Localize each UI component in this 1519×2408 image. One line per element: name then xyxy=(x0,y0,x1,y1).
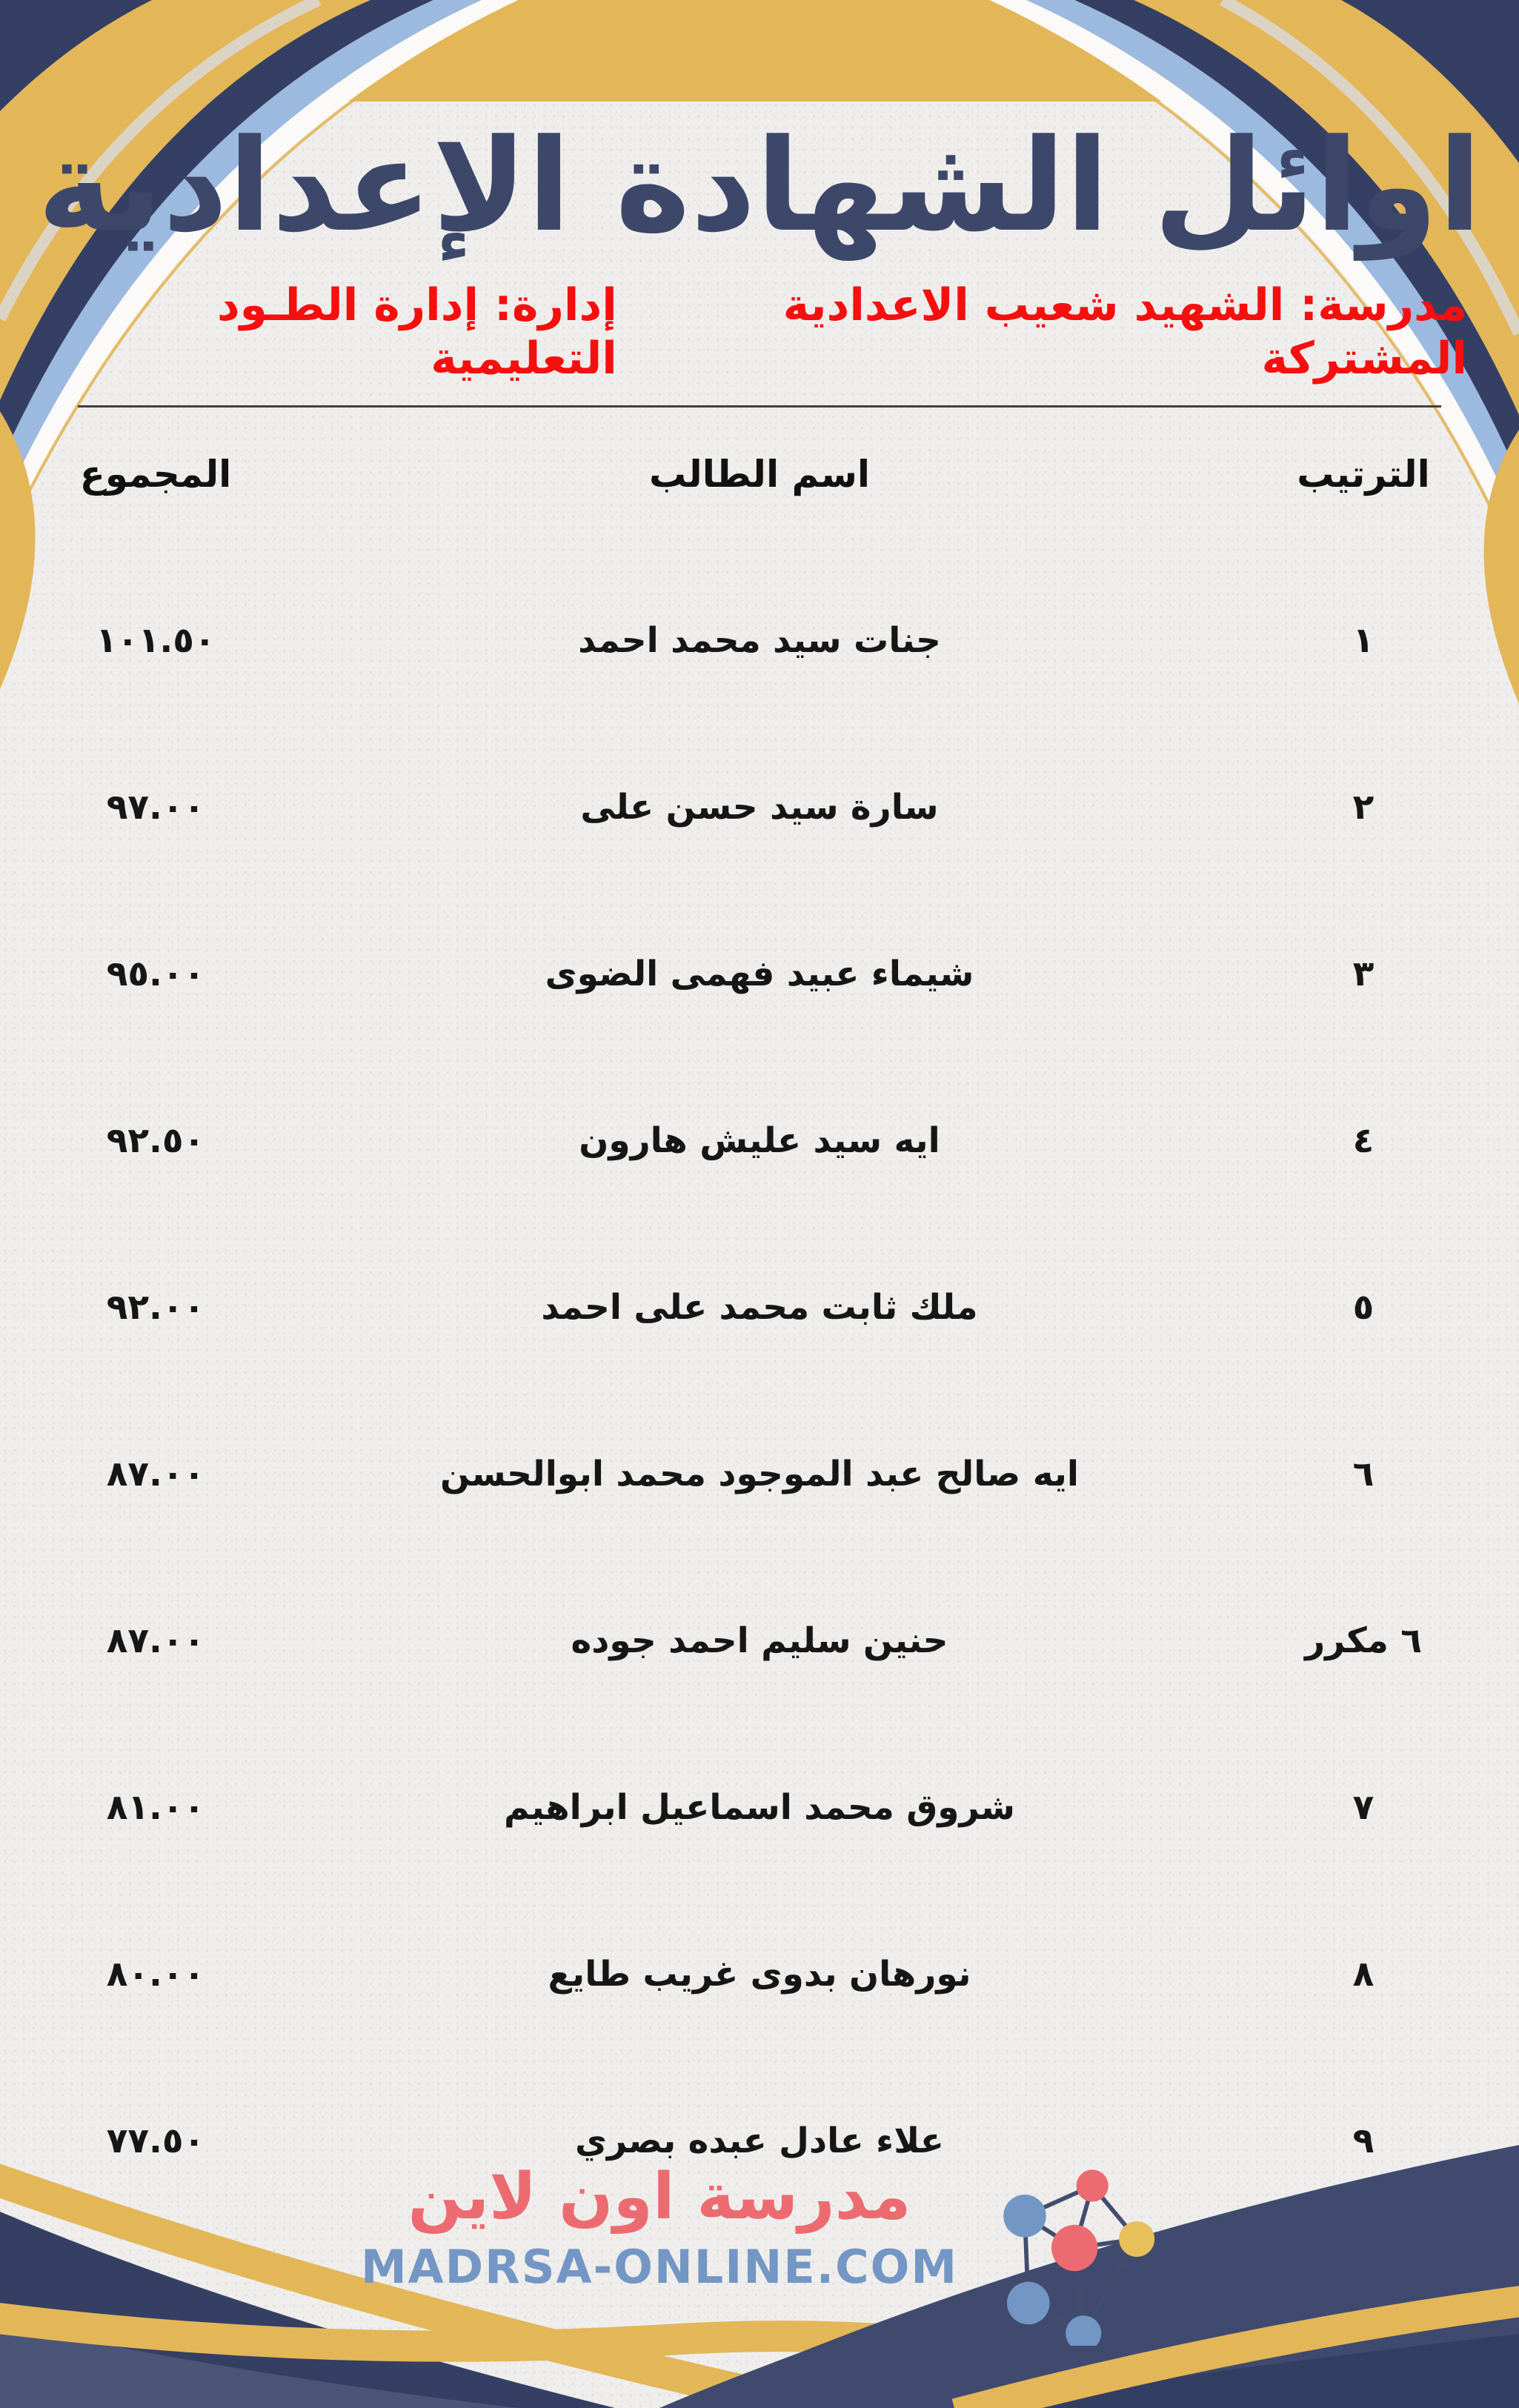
students-table: ١ جنات سيد محمد احمد ١٠١.٥٠ ٢ سارة سيد ح… xyxy=(44,557,1475,2224)
rank-cell: ٥ xyxy=(1352,1287,1375,1328)
header-divider-line xyxy=(78,405,1441,408)
total-cell: ٨٠.٠٠ xyxy=(106,1954,205,1995)
network-graph-icon xyxy=(1003,2169,1155,2346)
student-name-cell: علاء عادل عبده بصري xyxy=(574,2121,945,2161)
student-name-cell: ملك ثابت محمد على احمد xyxy=(541,1287,978,1328)
rank-cell: ٩ xyxy=(1352,2121,1375,2161)
rank-cell: ٦ مكرر xyxy=(1305,1620,1422,1661)
student-name-cell: نورهان بدوى غريب طايع xyxy=(548,1954,971,1995)
total-column-header: المجموع xyxy=(79,453,232,496)
logo-text-block: مدرسة اون لاين MADRSA-ONLINE.COM xyxy=(361,2162,958,2290)
table-row: ٣ شيماء عبيد فهمى الضوى ٩٥.٠٠ xyxy=(44,891,1475,1057)
total-cell: ٩٧.٠٠ xyxy=(106,787,205,828)
table-row: ٧ شروق محمد اسماعيل ابراهيم ٨١.٠٠ xyxy=(44,1724,1475,1891)
total-cell: ٨٧.٠٠ xyxy=(106,1454,205,1494)
subtitle-row: مدرسة: الشهيد شعيب الاعدادية المشتركة إد… xyxy=(52,279,1467,385)
rank-cell: ١ xyxy=(1352,620,1375,661)
table-row: ٨ نورهان بدوى غريب طايع ٨٠.٠٠ xyxy=(44,1891,1475,2058)
logo-domain: MADRSA-ONLINE.COM xyxy=(360,2239,959,2294)
student-name-cell: ايه سيد عليش هارون xyxy=(579,1120,940,1161)
page-title: اوائل الشهادة الإعدادية xyxy=(37,111,1482,260)
student-name-cell: ايه صالح عبد الموجود محمد ابوالحسن xyxy=(440,1454,1079,1494)
total-cell: ٩٢.٥٠ xyxy=(106,1120,205,1161)
total-cell: ٨٧.٠٠ xyxy=(106,1620,205,1661)
table-row: ٩ علاء عادل عبده بصري ٧٧.٥٠ xyxy=(44,2058,1475,2224)
rank-cell: ٧ xyxy=(1352,1787,1375,1828)
total-cell: ٩٢.٠٠ xyxy=(106,1287,205,1328)
school-label: مدرسة: الشهيد شعيب الاعدادية المشتركة xyxy=(782,279,1467,385)
total-cell: ١٠١.٥٠ xyxy=(96,620,216,661)
site-logo: مدرسة اون لاين MADRSA-ONLINE.COM xyxy=(0,2162,1519,2346)
student-name-cell: سارة سيد حسن على xyxy=(580,787,939,828)
table-row: ٤ ايه سيد عليش هارون ٩٢.٥٠ xyxy=(44,1057,1475,1224)
table-row: ٢ سارة سيد حسن على ٩٧.٠٠ xyxy=(44,724,1475,891)
total-cell: ٩٥.٠٠ xyxy=(106,954,205,994)
rank-cell: ٦ xyxy=(1352,1454,1375,1494)
rank-cell: ٤ xyxy=(1352,1120,1375,1161)
table-row: ٦ مكرر حنين سليم احمد جوده ٨٧.٠٠ xyxy=(44,1557,1475,1724)
rank-cell: ٢ xyxy=(1352,787,1375,828)
rank-column-header: الترتيب xyxy=(1297,453,1430,496)
student-name-cell: حنين سليم احمد جوده xyxy=(571,1620,948,1661)
total-cell: ٨١.٠٠ xyxy=(106,1787,205,1828)
table-row: ٦ ايه صالح عبد الموجود محمد ابوالحسن ٨٧.… xyxy=(44,1391,1475,1557)
administration-label: إدارة: إدارة الطـود التعليمية xyxy=(216,279,617,385)
rank-cell: ٨ xyxy=(1352,1954,1375,1995)
student-name-cell: جنات سيد محمد احمد xyxy=(578,620,941,661)
rank-cell: ٣ xyxy=(1352,954,1375,994)
total-cell: ٧٧.٥٠ xyxy=(106,2121,205,2161)
table-header-row: الترتيب اسم الطالب المجموع xyxy=(44,433,1475,515)
student-name-cell: شروق محمد اسماعيل ابراهيم xyxy=(504,1787,1015,1828)
table-row: ٥ ملك ثابت محمد على احمد ٩٢.٠٠ xyxy=(44,1224,1475,1391)
student-name-cell: شيماء عبيد فهمى الضوى xyxy=(545,954,974,994)
table-row: ١ جنات سيد محمد احمد ١٠١.٥٠ xyxy=(44,557,1475,724)
student-name-column-header: اسم الطالب xyxy=(648,453,871,496)
logo-arabic-name: مدرسة اون لاين xyxy=(408,2160,911,2234)
